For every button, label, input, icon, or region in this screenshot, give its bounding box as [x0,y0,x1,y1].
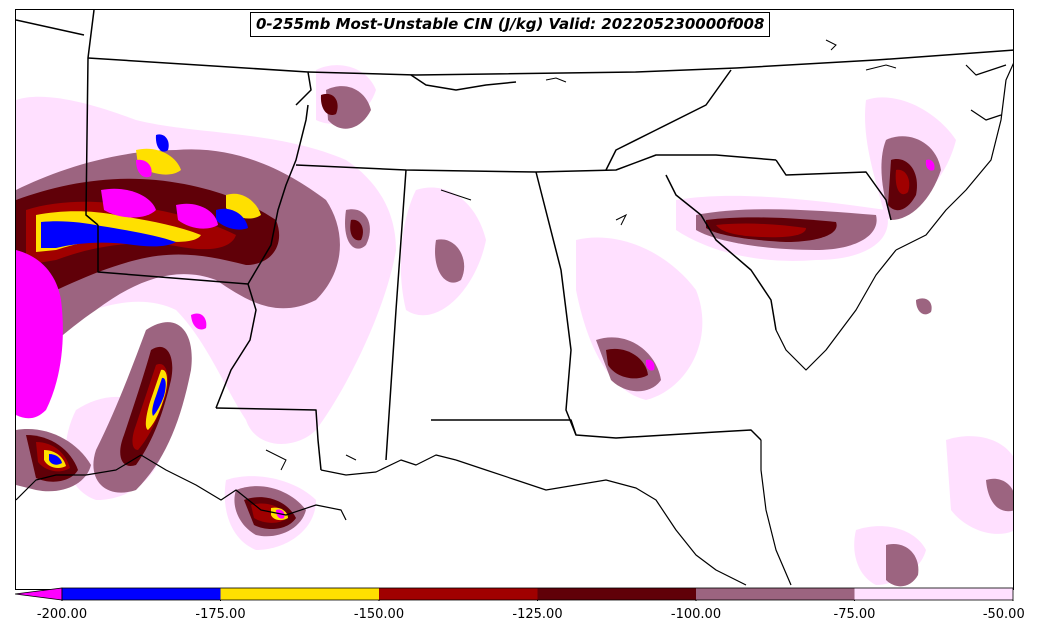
state-borders [16,10,1013,471]
cin-shading-blue [41,134,248,465]
colorbar-tick-label: -75.00 [833,607,876,622]
colorbar-tick-label: -125.00 [512,607,563,622]
colorbar-under-arrow [15,587,63,601]
colorbar-bin-2 [379,588,538,600]
colorbar [15,587,1014,601]
colorbar-bin-0 [62,588,221,600]
colorbar-tick-label: -50.00 [982,607,1025,622]
coastline [16,62,1013,586]
colorbar-tick-label: -100.00 [670,607,722,622]
map-panel [15,9,1014,590]
colorbar-tick-label: -150.00 [353,607,405,622]
colorbar-bin-3 [537,588,696,600]
colorbar-bin-4 [696,588,855,600]
map-title: 0-255mb Most-Unstable CIN (J/kg) Valid: … [250,12,771,37]
colorbar-bin-1 [220,588,379,600]
colorbar-tick-label: -200.00 [36,607,88,622]
colorbar-bin-5 [854,588,1013,600]
cin-shading-magenta [16,159,935,519]
inland-water [265,39,897,471]
cin-map [16,10,1013,587]
colorbar-tick-label: -175.00 [195,607,246,622]
